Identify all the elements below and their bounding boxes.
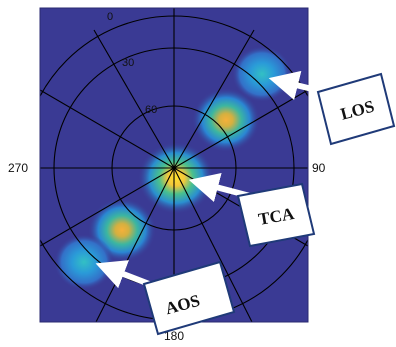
blob-aos [54, 234, 114, 290]
grid-spoke [173, 89, 308, 169]
callout-box-aos [142, 260, 236, 336]
grid-spoke [40, 89, 175, 169]
azimuth-label-180: 180 [164, 329, 184, 343]
polar-grid [40, 8, 308, 322]
grid-spoke [40, 167, 175, 247]
grid-spoke [173, 167, 253, 322]
grid-spoke [95, 167, 175, 322]
callout-tca: TCA [188, 173, 316, 248]
callout-los: LOS [268, 70, 396, 146]
ring-label-0: 0 [107, 11, 113, 23]
grid-spoke [93, 29, 175, 169]
ring-label-30: 30 [122, 57, 134, 69]
blob-tca [138, 142, 214, 214]
azimuth-label-90: 90 [312, 161, 326, 175]
blob-upper-mid [192, 88, 260, 152]
callout-aos: AOS [95, 260, 236, 336]
azimuth-label-270: 270 [8, 161, 28, 175]
callout-box-tca [236, 182, 316, 248]
callout-box-los [316, 72, 396, 146]
ring-label-60: 60 [145, 104, 157, 116]
grid-spoke [173, 29, 255, 169]
